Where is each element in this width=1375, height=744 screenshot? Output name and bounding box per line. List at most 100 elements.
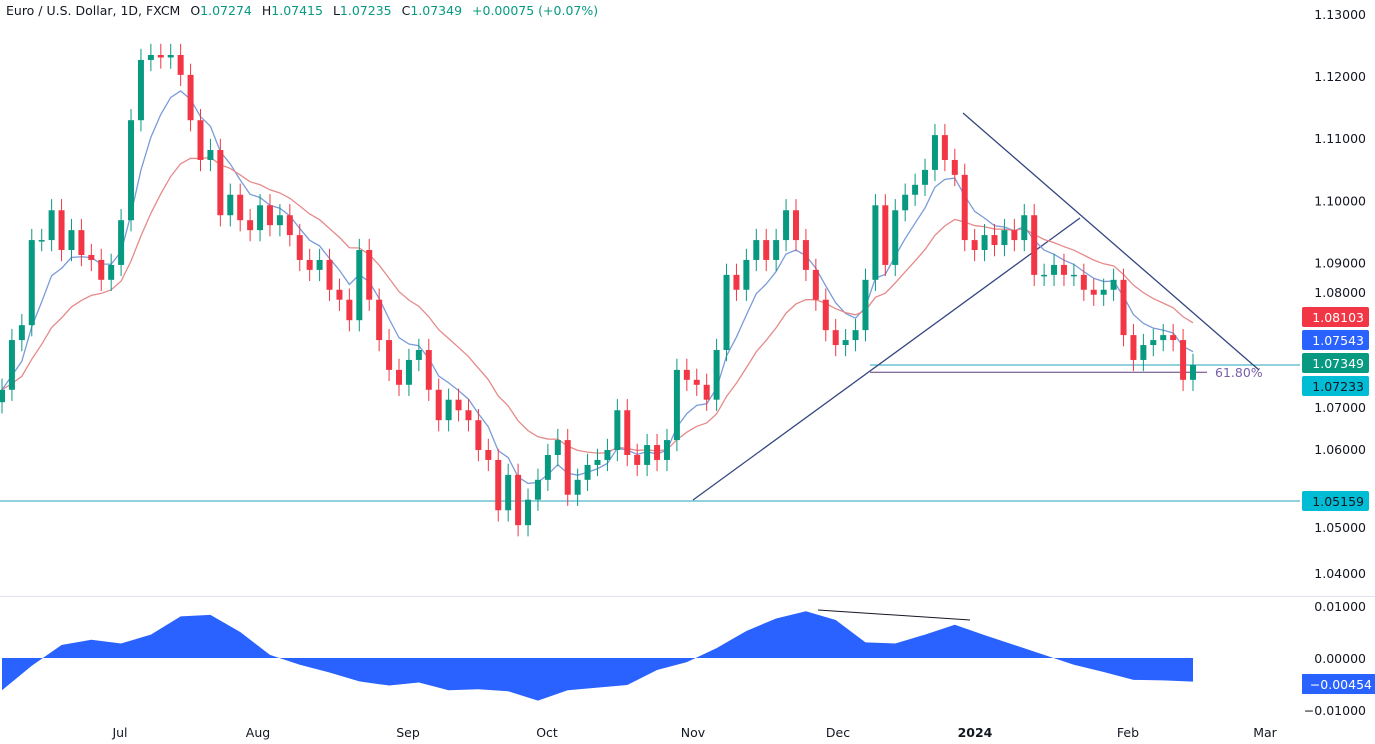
candle-up bbox=[128, 120, 135, 221]
fast-moving-average-line bbox=[1, 90, 1194, 485]
candle-up bbox=[8, 340, 15, 390]
oscillator-label-badge bbox=[1302, 674, 1375, 694]
candle-down bbox=[286, 215, 293, 236]
candle-up bbox=[18, 325, 25, 341]
candle-up bbox=[257, 205, 264, 231]
price-label-badge bbox=[1302, 376, 1369, 396]
candle-up bbox=[38, 240, 45, 242]
price-tick-label: 1.09000 bbox=[1314, 255, 1366, 270]
candle-down bbox=[1120, 279, 1127, 336]
candle-down bbox=[515, 474, 522, 526]
oscillator-label-value: −0.00454 bbox=[1310, 677, 1372, 692]
candle-down bbox=[58, 210, 65, 251]
candle-down bbox=[336, 289, 343, 300]
candle-down bbox=[1080, 274, 1087, 290]
candle-up bbox=[1070, 274, 1077, 277]
candle-down bbox=[703, 384, 710, 400]
candle-up bbox=[743, 259, 750, 290]
candle-up bbox=[316, 259, 323, 270]
candle-down bbox=[961, 174, 968, 241]
candle-up bbox=[663, 440, 670, 460]
time-tick-label: Jul bbox=[111, 725, 127, 740]
candle-up bbox=[415, 350, 422, 360]
candle-up bbox=[1110, 279, 1117, 290]
candle-down bbox=[822, 299, 829, 331]
candle-down bbox=[485, 450, 492, 460]
candle-down bbox=[763, 240, 770, 260]
candle-down bbox=[951, 159, 958, 175]
candle-down bbox=[1180, 340, 1187, 380]
symbol-title[interactable]: Euro / U.S. Dollar, 1D, FXCM bbox=[6, 3, 181, 18]
candle-down bbox=[941, 135, 948, 160]
candle-down bbox=[435, 389, 442, 421]
candle-up bbox=[594, 459, 601, 465]
time-tick-label: 2024 bbox=[958, 725, 993, 740]
candle-down bbox=[386, 340, 393, 370]
candle-down bbox=[88, 254, 95, 260]
candle-down bbox=[1031, 215, 1038, 275]
candle-up bbox=[574, 479, 581, 495]
candle-down bbox=[157, 54, 164, 58]
candle-up bbox=[48, 210, 55, 241]
candle-up bbox=[207, 150, 214, 160]
price-tick-label: 1.10000 bbox=[1314, 193, 1366, 208]
candle-up bbox=[28, 240, 35, 326]
candle-up bbox=[673, 369, 680, 441]
candle-down bbox=[366, 250, 373, 300]
time-tick-label: Mar bbox=[1253, 725, 1277, 740]
candle-up bbox=[1190, 364, 1196, 380]
candle-up bbox=[1150, 340, 1157, 346]
slow-moving-average-line bbox=[1, 156, 1194, 454]
candle-up bbox=[68, 230, 75, 251]
candle-up bbox=[1140, 345, 1147, 360]
high-key: H bbox=[261, 3, 272, 18]
candle-down bbox=[802, 240, 809, 270]
price-label-badge bbox=[1302, 330, 1369, 350]
candle-up bbox=[405, 359, 412, 385]
time-tick-label: Nov bbox=[681, 725, 706, 740]
price-tick-label: 1.12000 bbox=[1314, 69, 1366, 84]
candle-up bbox=[892, 210, 899, 265]
candle-down bbox=[624, 410, 631, 455]
candle-down bbox=[197, 120, 204, 160]
price-tick-label: 1.05000 bbox=[1314, 520, 1366, 535]
candle-down bbox=[326, 259, 333, 290]
price-label-value: 1.08103 bbox=[1312, 310, 1364, 325]
fib-label: 61.80% bbox=[1215, 365, 1263, 380]
candle-up bbox=[604, 450, 611, 460]
high-value: 1.07415 bbox=[271, 3, 323, 18]
candle-down bbox=[237, 194, 244, 221]
candle-down bbox=[693, 379, 700, 385]
candle-down bbox=[98, 259, 105, 280]
candle-down bbox=[1170, 335, 1177, 341]
candle-down bbox=[971, 240, 978, 251]
candle-down bbox=[991, 235, 998, 246]
candle-up bbox=[713, 350, 720, 400]
candle-down bbox=[396, 369, 402, 385]
price-label-badge bbox=[1302, 353, 1369, 373]
candle-up bbox=[118, 220, 125, 265]
candle-down bbox=[654, 445, 661, 460]
close-value: 1.07349 bbox=[410, 3, 463, 18]
candle-down bbox=[683, 369, 690, 380]
price-label-badge bbox=[1302, 491, 1369, 512]
candle-down bbox=[296, 235, 303, 260]
candle-down bbox=[1090, 289, 1097, 295]
candle-up bbox=[931, 135, 938, 170]
close-key: C bbox=[401, 3, 411, 18]
candle-up bbox=[167, 54, 174, 58]
ascending-trendline bbox=[692, 217, 1081, 501]
candle-down bbox=[177, 54, 184, 75]
price-label-value: 1.07349 bbox=[1312, 356, 1364, 371]
chart-legend: Euro / U.S. Dollar, 1D, FXCM O1.07274 H1… bbox=[6, 3, 598, 18]
candle-up bbox=[922, 169, 929, 185]
price-tick-label: 1.08000 bbox=[1314, 285, 1366, 300]
low-value: 1.07235 bbox=[339, 3, 392, 18]
low-key: L bbox=[332, 3, 340, 18]
candle-up bbox=[783, 210, 790, 241]
candle-down bbox=[266, 205, 273, 226]
candle-down bbox=[475, 420, 482, 451]
candle-up bbox=[773, 240, 780, 260]
time-tick-label: Feb bbox=[1117, 725, 1139, 740]
